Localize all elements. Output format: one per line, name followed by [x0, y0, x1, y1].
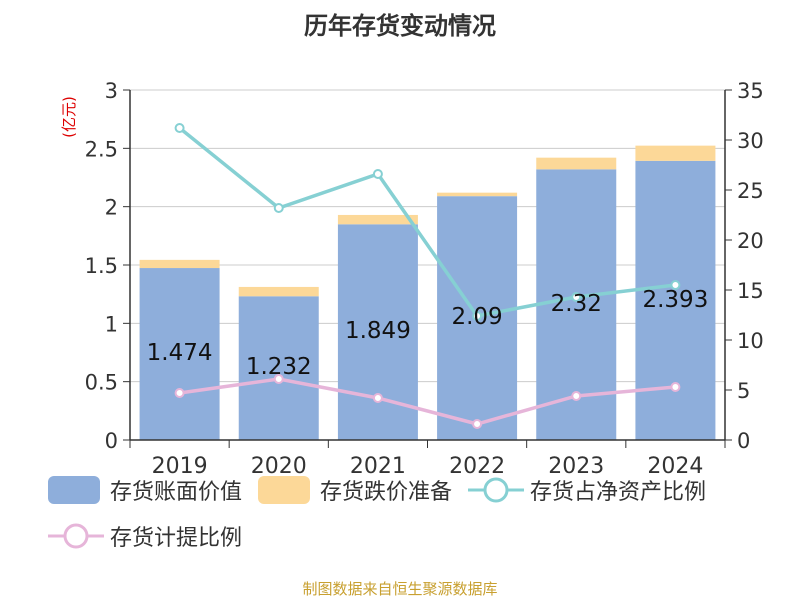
- legend-swatch-provision-ratio: [48, 523, 104, 549]
- legend-item-book-value[interactable]: 存货账面价值: [48, 474, 242, 506]
- data-label-book-value: 2.09: [451, 304, 502, 330]
- left-tick-label: 2: [105, 196, 118, 220]
- legend-swatch-net-asset-ratio: [468, 477, 525, 503]
- legend-label-provision-ratio: 存货计提比例: [110, 526, 243, 551]
- data-label-book-value: 1.232: [246, 354, 312, 380]
- line-provision-ratio: [179, 377, 676, 426]
- right-tick-label: 15: [737, 279, 764, 303]
- legend-label-net-asset-ratio: 存货占净资产比例: [530, 480, 707, 505]
- chart-title: 历年存货变动情况: [304, 12, 496, 40]
- bar-book-value: [139, 268, 220, 440]
- line-net-asset-ratio: [178, 126, 676, 318]
- x-tick-label: 2021: [350, 454, 406, 479]
- bar-impairment: [437, 192, 518, 197]
- x-tick-label: 2019: [152, 454, 208, 479]
- point-provision-ratio: [273, 374, 284, 384]
- legend-item-provision-ratio[interactable]: 存货计提比例: [48, 520, 242, 552]
- right-tick-label: 25: [737, 179, 764, 203]
- point-provision-ratio: [670, 382, 681, 392]
- right-tick-label: 30: [737, 129, 764, 153]
- point-net-asset-ratio: [571, 292, 582, 302]
- legend-swatch-impairment: [258, 476, 311, 504]
- left-tick-label: 1.5: [85, 254, 118, 278]
- right-tick-label: 10: [737, 329, 764, 353]
- right-tick-label: 5: [737, 379, 750, 403]
- left-tick-label: 3: [105, 79, 118, 103]
- point-net-asset-ratio: [174, 123, 185, 133]
- bar-impairment: [139, 259, 220, 269]
- legend-swatch-book-value: [48, 476, 100, 504]
- data-label-book-value: 1.849: [345, 318, 411, 344]
- data-label-book-value: 2.32: [551, 291, 602, 317]
- left-axis-label: (亿元): [60, 96, 78, 138]
- bar-impairment: [337, 214, 418, 225]
- x-tick-label: 2020: [251, 454, 307, 479]
- point-net-asset-ratio: [273, 203, 284, 213]
- bar-book-value: [238, 296, 319, 440]
- bar-impairment: [238, 286, 319, 297]
- point-net-asset-ratio: [670, 280, 681, 290]
- source-note: 制图数据来自恒生聚源数据库: [302, 580, 498, 598]
- legend-item-impairment[interactable]: 存货跌价准备: [258, 474, 452, 506]
- point-provision-ratio: [472, 419, 483, 429]
- bar-book-value: [635, 160, 716, 441]
- x-tick-label: 2024: [647, 454, 703, 479]
- point-provision-ratio: [571, 391, 582, 401]
- point-net-asset-ratio: [472, 311, 483, 321]
- data-label-book-value: 1.474: [147, 340, 213, 366]
- legend-label-book-value: 存货账面价值: [110, 480, 243, 505]
- point-provision-ratio: [174, 388, 185, 398]
- legend-item-net-asset-ratio[interactable]: 存货占净资产比例: [468, 474, 706, 506]
- right-tick-label: 0: [737, 429, 750, 453]
- left-tick-label: 2.5: [85, 137, 118, 161]
- bar-impairment: [536, 157, 617, 170]
- legend-row-1: 存货账面价值 存货跌价准备 存货占净资产比例: [48, 474, 722, 506]
- x-tick-label: 2022: [449, 454, 505, 479]
- left-tick-label: 1: [105, 312, 118, 336]
- bar-impairment: [635, 145, 716, 161]
- left-tick-label: 0: [105, 429, 118, 453]
- point-net-asset-ratio: [372, 169, 383, 179]
- data-label-book-value: 2.393: [642, 287, 708, 313]
- point-provision-ratio: [372, 393, 383, 403]
- right-tick-label: 35: [737, 79, 764, 103]
- left-tick-label: 0.5: [85, 371, 118, 395]
- legend-row-2: 存货计提比例: [48, 520, 258, 552]
- right-tick-label: 20: [737, 229, 764, 253]
- x-tick-label: 2023: [548, 454, 604, 479]
- legend-label-impairment: 存货跌价准备: [320, 480, 453, 505]
